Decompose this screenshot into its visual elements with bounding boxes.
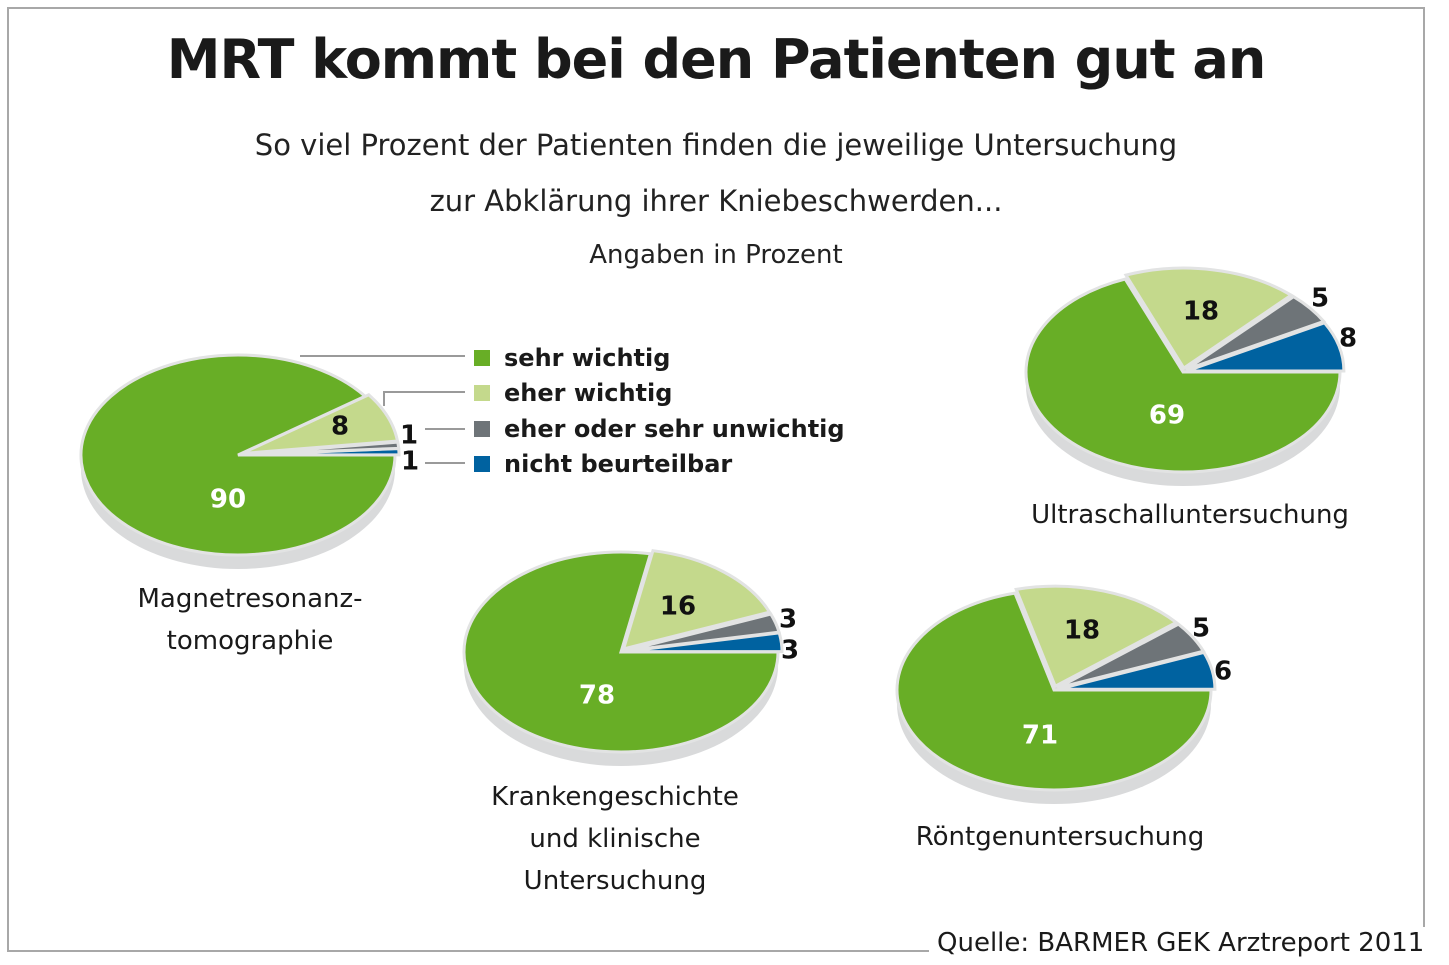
pie-slice-krankengeschichte-sehr-wichtig (462, 550, 780, 754)
caption-mrt: Magnetresonanz- tomographie (100, 578, 400, 662)
pie-label-krankengeschichte-eher-wichtig: 16 (660, 592, 696, 622)
frame-border-bottom (7, 950, 929, 952)
pie-label-krankengeschichte-sehr-wichtig: 78 (579, 681, 615, 711)
legend-label: nicht beurteilbar (504, 450, 733, 479)
caption-line: und klinische (529, 824, 701, 854)
caption-krankengeschichte: Krankengeschichte und klinische Untersuc… (455, 776, 775, 902)
caption-roentgen: Röntgenuntersuchung (880, 816, 1240, 858)
pie-label-ultraschall-unwichtig: 5 (1311, 284, 1329, 314)
pie-label-ultraschall-eher-wichtig: 18 (1183, 297, 1219, 327)
pie-label-roentgen-sehr-wichtig: 71 (1022, 721, 1058, 751)
pie-slice-ultraschall-sehr-wichtig (1024, 277, 1342, 474)
frame-border-right (1423, 7, 1425, 927)
pie-slice-krankengeschichte-eher-wichtig (621, 549, 772, 652)
pie-label-krankengeschichte-unwichtig: 3 (779, 605, 797, 635)
caption-line: Röntgenuntersuchung (915, 822, 1205, 852)
pie-label-mrt-sehr-wichtig: 90 (210, 485, 246, 515)
pie-label-ultraschall-nicht-beurteilbar: 8 (1339, 324, 1357, 354)
pie-label-roentgen-nicht-beurteilbar: 6 (1214, 657, 1232, 687)
legend-item-nicht-beurteilbar: nicht beurteilbar (474, 447, 845, 483)
caption-line: tomographie (166, 626, 334, 656)
legend-label: eher oder sehr unwichtig (504, 414, 845, 443)
pie-slice-mrt-eher-wichtig (241, 392, 400, 456)
chart-title: MRT kommt bei den Patienten gut an (166, 28, 1267, 91)
pie-label-mrt-nicht-beurteilbar: 1 (401, 447, 419, 477)
legend-item-unwichtig: eher oder sehr unwichtig (474, 411, 845, 447)
pie-label-mrt-eher-wichtig: 8 (331, 412, 349, 442)
legend-swatch-unwichtig (474, 420, 490, 437)
source-note: Quelle: BARMER GEK Arztreport 2011 (937, 928, 1425, 958)
legend-label: eher wichtig (504, 379, 673, 408)
legend-swatch-eher-wichtig (474, 385, 490, 402)
pie-slice-ultraschall-unwichtig (1185, 294, 1327, 371)
pie-slice-ultraschall-nicht-beurteilbar (1186, 321, 1346, 373)
pie-label-krankengeschichte-nicht-beurteilbar: 3 (781, 636, 799, 666)
caption-line: Magnetresonanz- (137, 584, 363, 614)
caption-line: Untersuchung (523, 866, 707, 896)
leader-line-eher-wichtig (383, 391, 465, 406)
chart-subtitle-line1: So viel Prozent der Patienten finden die… (254, 128, 1178, 162)
caption-ultraschall: Ultraschalluntersuchung (1005, 494, 1375, 536)
pie-slice-roentgen-sehr-wichtig (895, 591, 1213, 792)
legend-label: sehr wichtig (504, 343, 671, 372)
units-note: Angaben in Prozent (589, 240, 843, 270)
pie-label-mrt-unwichtig: 1 (400, 421, 418, 451)
pie-slice-roentgen-unwichtig (1056, 622, 1206, 690)
legend-item-sehr-wichtig: sehr wichtig (474, 340, 845, 376)
pie-label-roentgen-eher-wichtig: 18 (1064, 616, 1100, 646)
pie-slice-ultraschall-eher-wichtig (1123, 266, 1295, 371)
pie-slice-krankengeschichte-unwichtig (624, 612, 782, 653)
legend: sehr wichtig eher wichtig eher oder sehr… (474, 340, 845, 482)
pie-slice-mrt-sehr-wichtig (79, 353, 397, 557)
caption-line: Krankengeschichte (491, 782, 739, 812)
frame-border-top (8, 7, 1425, 9)
pie-slice-roentgen-eher-wichtig (1014, 584, 1179, 689)
legend-swatch-nicht-beurteilbar (474, 456, 490, 473)
frame-border-left (7, 7, 9, 952)
pie-label-ultraschall-sehr-wichtig: 69 (1149, 401, 1185, 431)
pie-label-roentgen-unwichtig: 5 (1192, 614, 1210, 644)
chart-subtitle-line2: zur Abklärung ihrer Kniebeschwerden... (429, 184, 1003, 218)
legend-item-eher-wichtig: eher wichtig (474, 376, 845, 412)
caption-line: Ultraschalluntersuchung (1031, 500, 1349, 530)
legend-swatch-sehr-wichtig (474, 349, 490, 366)
